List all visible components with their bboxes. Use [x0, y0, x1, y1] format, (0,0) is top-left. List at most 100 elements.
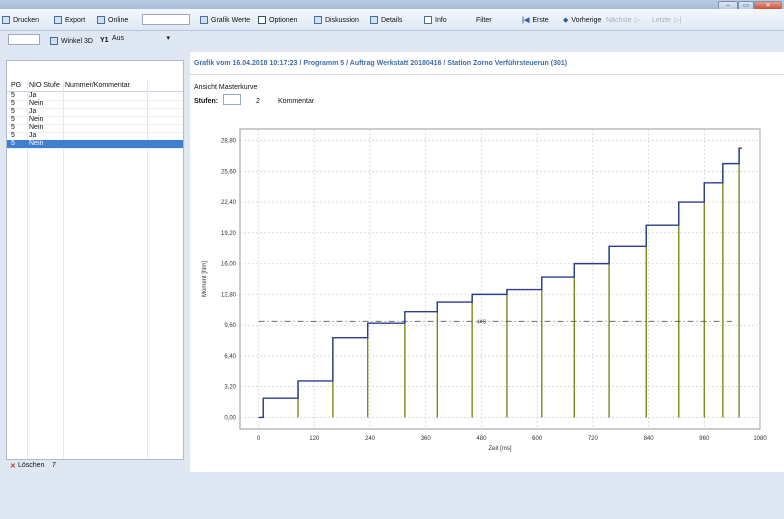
table-row[interactable]: 5 Ja: [7, 108, 183, 117]
x-tick-label: 720: [588, 436, 599, 442]
previous-label: Vorherige: [571, 16, 602, 24]
stufen-value: 2: [256, 98, 260, 105]
status-bar: ✕ Löschen 7: [0, 460, 190, 472]
online-button[interactable]: Online: [97, 15, 128, 25]
delete-icon: ✕: [10, 463, 16, 470]
discussion-button[interactable]: Diskussion: [314, 15, 359, 25]
filter-label: Filter: [476, 16, 492, 24]
x-tick-label: 120: [309, 436, 320, 442]
column-divider: [27, 81, 28, 459]
y-tick-label: 22,40: [221, 200, 237, 206]
table-row[interactable]: 5 Nein: [7, 124, 183, 133]
table-row[interactable]: 5 Ja: [7, 92, 183, 101]
x-axis-label: Zeit [ms]: [488, 446, 511, 452]
y1-value: Aus: [112, 35, 125, 42]
view-label: Ansicht Masterkurve: [194, 84, 258, 91]
table-header: PG NIO Stufe Nummer/Kommentar: [7, 81, 183, 92]
y1-label: Y1: [100, 37, 109, 44]
online-label: Online: [108, 16, 129, 24]
first-button[interactable]: |◀ Erste: [522, 15, 549, 25]
pg-cell: 5: [11, 92, 15, 99]
nio-stufe-cell: Ja: [29, 132, 37, 139]
info-button[interactable]: Info: [424, 15, 447, 25]
column-header-nio-stufe[interactable]: NIO Stufe: [29, 82, 60, 89]
column-header-pg[interactable]: PG: [11, 82, 22, 89]
graphic-values-button[interactable]: Grafik Werte: [200, 15, 250, 25]
y-axis-label: Moment [Nm]: [202, 261, 208, 297]
export-label: Export: [65, 16, 86, 24]
pg-cell: 5: [11, 100, 15, 107]
nio-stufe-cell: Nein: [29, 100, 44, 107]
y-tick-label: 12,80: [221, 292, 237, 298]
details-button[interactable]: Details: [370, 15, 402, 25]
checkbox-icon: [258, 16, 266, 24]
previous-button[interactable]: ◆ Vorherige: [563, 15, 601, 25]
plot-area: [239, 128, 761, 430]
filter-button[interactable]: Filter: [476, 15, 492, 25]
x-tick-label: 600: [532, 436, 543, 442]
y-tick-label: 6,40: [224, 354, 236, 360]
y-tick-label: 3,20: [224, 385, 236, 391]
next-icon: ▷: [634, 17, 641, 24]
print-label: Drucken: [13, 16, 40, 24]
chart-area: 0 120 240 360 480 600 720 840 960 1080 0,00 3,20 6,4…: [190, 119, 784, 519]
y1-select[interactable]: Aus ▾: [110, 34, 172, 45]
print-button[interactable]: Drucken: [2, 15, 39, 25]
table-row[interactable]: 5 Nein: [7, 100, 183, 109]
options-button[interactable]: Optionen: [258, 15, 297, 25]
first-label: Erste: [532, 16, 549, 24]
table-row[interactable]: 5 Nein: [7, 116, 183, 125]
y-tick-label: 28,80: [221, 139, 237, 145]
y-tick-label: 16,00: [221, 262, 237, 268]
chart-caption: Grafik vom 16.04.2018 10:17:23 / Program…: [194, 60, 568, 67]
secondary-toolbar: Winkel 3D Y1 Aus ▾: [0, 32, 784, 48]
stufen-field[interactable]: [223, 94, 241, 105]
last-button[interactable]: Letzte ▷|: [652, 15, 681, 25]
title-bar: – ▭ ✕: [0, 0, 784, 11]
table-row[interactable]: 5 Nein: [7, 140, 183, 149]
next-label: Nächste: [606, 16, 632, 24]
x-tick-label: 360: [421, 436, 432, 442]
export-button[interactable]: Export: [54, 15, 85, 25]
stufen-label: Stufen:: [194, 98, 219, 105]
angle-3d-icon: [50, 37, 58, 45]
graphic-values-label: Grafik Werte: [211, 16, 251, 24]
last-icon: ▷|: [674, 17, 682, 24]
main-toolbar: Drucken Export Online Grafik Werte Optio…: [0, 9, 784, 31]
pg-cell: 5: [11, 116, 15, 123]
pg-cell: 5: [11, 140, 15, 147]
discussion-label: Diskussion: [325, 16, 359, 24]
column-divider: [147, 81, 148, 459]
printer-icon: [2, 16, 10, 24]
y-tick-label: 19,20: [221, 231, 237, 237]
info-label: Info: [435, 16, 447, 24]
nio-stufe-cell: Ja: [29, 92, 37, 99]
winkel-3d-button[interactable]: Winkel 3D: [50, 36, 93, 46]
online-field[interactable]: [142, 14, 190, 25]
last-label: Letzte: [652, 16, 672, 24]
step-chart: 0 120 240 360 480 600 720 840 960 1080 0,00 3,20 6,4…: [202, 128, 767, 452]
x-tick-label: 960: [699, 436, 710, 442]
chart-panel: Grafik vom 16.04.2018 10:17:23 / Program…: [190, 52, 784, 472]
delete-button[interactable]: Löschen: [18, 462, 45, 469]
nio-stufe-cell: Ja: [29, 108, 37, 115]
step-list-panel: PG NIO Stufe Nummer/Kommentar 5 Ja 5 Nein 5 J…: [6, 60, 184, 460]
y-tick-label: 0,00: [224, 415, 236, 421]
next-button[interactable]: Nächste ▷: [606, 15, 640, 25]
column-header-comment[interactable]: Nummer/Kommentar: [65, 82, 130, 89]
document-icon: [424, 16, 432, 24]
pg-cell: 5: [11, 132, 15, 139]
pg-cell: 5: [11, 124, 15, 131]
x-tick-label: 840: [644, 436, 655, 442]
y-tick-label: 9,60: [224, 323, 236, 329]
divider: [190, 74, 784, 75]
details-label: Details: [381, 16, 403, 24]
table-icon: [200, 16, 208, 24]
options-label: Optionen: [269, 16, 298, 24]
comment-button[interactable]: Kommentar: [278, 98, 315, 105]
pg-cell: 5: [11, 108, 15, 115]
view-toggle[interactable]: [8, 34, 40, 45]
series-line: [258, 147, 742, 419]
threshold-label: 4KS: [477, 319, 487, 325]
nio-stufe-cell: Nein: [29, 116, 44, 123]
